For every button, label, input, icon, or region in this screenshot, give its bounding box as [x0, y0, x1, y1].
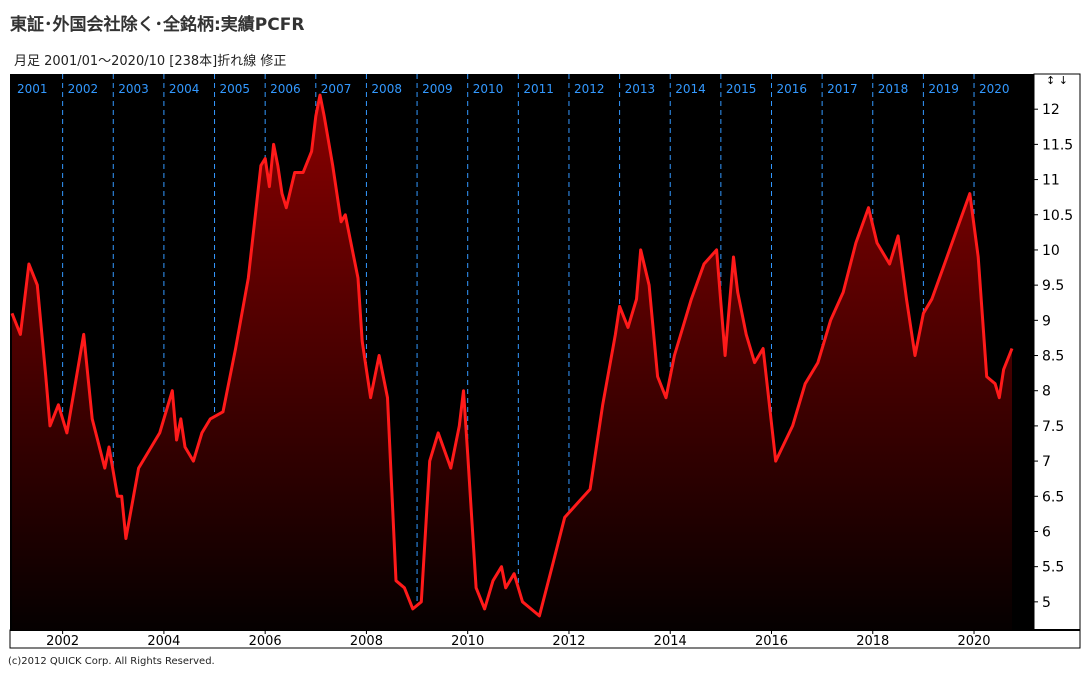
- year-label: 2003: [118, 82, 149, 96]
- y-tick-label: 5.5: [1042, 560, 1064, 576]
- year-label: 2004: [169, 82, 200, 96]
- y-tick-label: 7.5: [1042, 419, 1064, 435]
- year-label: 2020: [979, 82, 1010, 96]
- y-tick-label: 10: [1042, 243, 1060, 259]
- pcfr-series-line: [10, 93, 1014, 618]
- year-label: 2013: [625, 82, 656, 96]
- y-tick-label: 5: [1042, 595, 1051, 611]
- year-label: 2009: [422, 82, 453, 96]
- y-tick-label: 7: [1042, 454, 1051, 470]
- y-tick-label: 10.5: [1042, 208, 1073, 224]
- y-tick-label: 6: [1042, 524, 1051, 540]
- chart-title: 東証･外国会社除く･全銘柄:実績PCFR: [10, 15, 305, 35]
- x-tick-label: 2018: [856, 634, 889, 649]
- year-label: 2001: [17, 82, 48, 96]
- year-label: 2016: [776, 82, 807, 96]
- pcfr-area-fill: [12, 95, 1012, 631]
- x-tick-label: 2004: [147, 634, 180, 649]
- chart-subtitle: 月足 2001/01～2020/10 [238本]折れ線 修正: [14, 54, 287, 69]
- y-tick-label: 8: [1042, 384, 1051, 400]
- x-tick-label: 2010: [451, 634, 484, 649]
- year-label: 2015: [726, 82, 757, 96]
- year-label: 2014: [675, 82, 706, 96]
- x-tick-label: 2006: [249, 634, 282, 649]
- y-tick-label: 11.5: [1042, 137, 1073, 153]
- year-label: 2002: [68, 82, 99, 96]
- y-tick-label: 9.5: [1042, 278, 1064, 294]
- year-label: 2019: [928, 82, 959, 96]
- y-tick-label: 9: [1042, 313, 1051, 329]
- year-label: 2017: [827, 82, 858, 96]
- y-axis-panel: [1033, 73, 1081, 631]
- year-label: 2018: [878, 82, 909, 96]
- year-label: 2010: [473, 82, 504, 96]
- x-tick-label: 2020: [957, 634, 990, 649]
- copyright-notice: (c)2012 QUICK Corp. All Rights Reserved.: [8, 656, 215, 667]
- x-tick-label: 2016: [755, 634, 788, 649]
- x-tick-label: 2008: [350, 634, 383, 649]
- scale-toggle-icon[interactable]: ↕ ↓: [1046, 74, 1068, 87]
- y-tick-label: 6.5: [1042, 489, 1064, 505]
- year-label: 2005: [220, 82, 251, 96]
- x-tick-label: 2014: [654, 634, 687, 649]
- y-tick-label: 8.5: [1042, 349, 1064, 365]
- year-label: 2011: [523, 82, 554, 96]
- pcfr-chart: ↕ ↓ 5 5.5 6 6.5 7 7.5 8 8.5 9 9.5 10 10.5 11 11.5 12 2…: [9, 73, 1081, 649]
- x-tick-label: 2002: [46, 634, 79, 649]
- year-label: 2008: [371, 82, 402, 96]
- y-tick-label: 12: [1042, 102, 1060, 118]
- year-label: 2006: [270, 82, 301, 96]
- x-tick-label: 2012: [552, 634, 585, 649]
- year-label: 2012: [574, 82, 605, 96]
- y-tick-label: 11: [1042, 173, 1060, 189]
- year-label: 2007: [321, 82, 352, 96]
